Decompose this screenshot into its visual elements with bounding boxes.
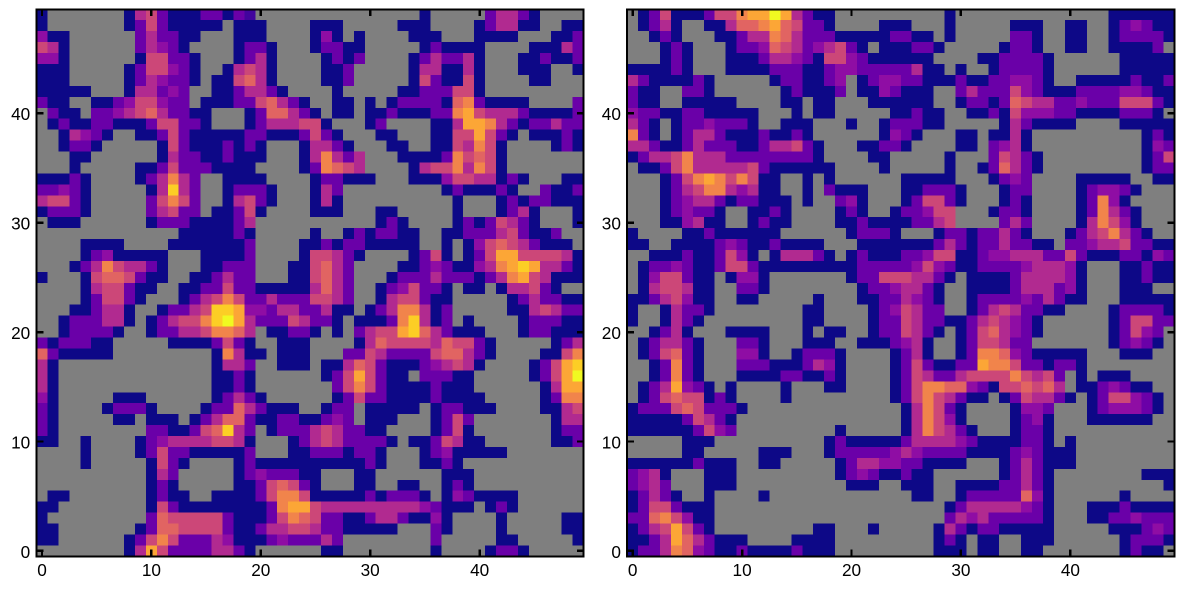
svg-text:0: 0 (37, 560, 47, 580)
svg-text:30: 30 (11, 214, 30, 234)
svg-text:30: 30 (951, 560, 970, 580)
svg-text:40: 40 (470, 560, 489, 580)
svg-text:0: 0 (21, 542, 31, 562)
svg-text:40: 40 (1061, 560, 1080, 580)
svg-text:40: 40 (602, 104, 621, 124)
svg-text:10: 10 (142, 560, 161, 580)
svg-text:20: 20 (11, 323, 30, 343)
svg-text:20: 20 (251, 560, 270, 580)
svg-text:10: 10 (733, 560, 752, 580)
svg-text:0: 0 (628, 560, 638, 580)
svg-text:40: 40 (11, 104, 30, 124)
svg-text:20: 20 (602, 323, 621, 343)
svg-text:30: 30 (602, 214, 621, 234)
svg-text:20: 20 (842, 560, 861, 580)
svg-text:10: 10 (602, 432, 621, 452)
svg-text:30: 30 (361, 560, 380, 580)
svg-text:10: 10 (11, 432, 30, 452)
svg-text:0: 0 (611, 542, 621, 562)
